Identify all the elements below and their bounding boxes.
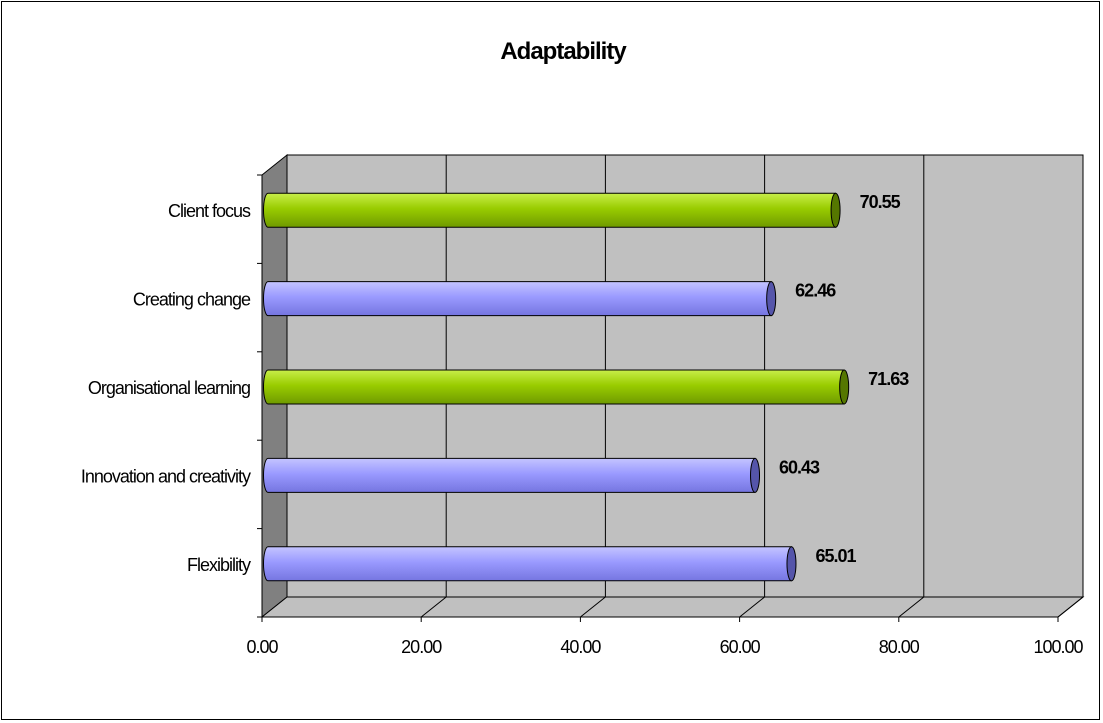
floor-gridline [420,596,447,618]
x-tick-label: 20.00 [401,637,442,657]
bar [263,457,761,493]
x-axis-ticks: 0.00 20.00 40.00 60.00 80.00 100.00 [246,174,1085,657]
category-label: Client focus [168,201,251,221]
value-label: 70.55 [860,192,901,212]
value-label: 71.63 [868,369,909,389]
x-tick-label: 0.00 [246,637,278,657]
category-label: Creating change [133,290,251,310]
plot-floor [260,596,1085,618]
x-tick-label: 60.00 [720,637,761,657]
bar-body [263,546,792,582]
bar-body [263,281,772,317]
bar-end-cap [786,546,797,582]
bar [263,546,797,582]
bar-body [263,192,837,228]
bars [263,192,850,582]
value-label: 60.43 [779,457,820,477]
bar-end-cap [839,369,850,405]
category-label: Flexibility [187,555,251,575]
bar [263,281,777,317]
category-labels: Client focus Creating change Organisationa… [81,201,252,575]
bar-body [263,369,845,405]
bar-end-cap [750,457,761,493]
value-labels: 70.55 62.46 71.63 60.43 65.01 [779,192,910,566]
floor-gridline [739,596,765,618]
floor-gridline [580,596,606,618]
category-label: Innovation and creativity [81,466,251,486]
value-label: 65.01 [815,546,856,566]
chart-title: Adaptability [500,38,627,65]
category-label: Organisational learning [88,378,250,398]
bar [263,369,850,405]
bar [263,192,841,228]
bar-end-cap [830,192,841,228]
x-tick-label: 100.00 [1033,637,1083,657]
floor-gridline [898,596,925,618]
bar-end-cap [766,281,777,317]
value-label: 62.46 [795,281,836,301]
x-tick-label: 80.00 [879,637,920,657]
bar-body [263,457,756,493]
floor-gridline [1057,596,1084,618]
x-tick-label: 40.00 [560,637,601,657]
